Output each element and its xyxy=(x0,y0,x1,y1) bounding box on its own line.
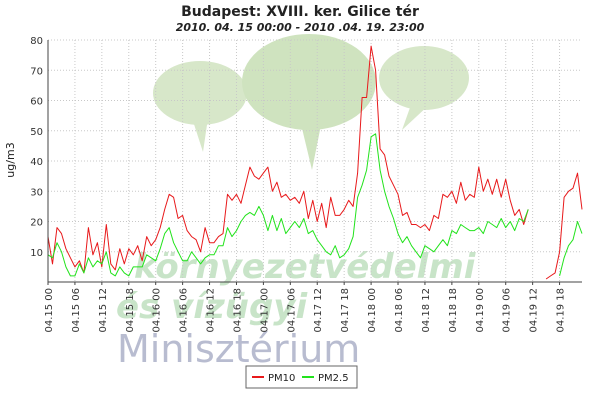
watermark-bubble-right-tail xyxy=(402,102,430,130)
axis-layer xyxy=(47,40,582,285)
x-tick-label: 04.17 12 xyxy=(313,288,324,333)
y-tick-label: 40 xyxy=(30,157,43,168)
y-tick-label: 50 xyxy=(30,127,43,138)
y-tick-label: 20 xyxy=(30,218,43,229)
x-tick-label: 04.15 18 xyxy=(125,288,136,333)
x-tick-label: 04.15 12 xyxy=(98,288,109,333)
x-tick-label: 04.19 00 xyxy=(475,288,486,333)
y-tick-label: 60 xyxy=(30,97,43,108)
watermark-line2: és vízügyi xyxy=(116,287,308,327)
watermark-bubble-right xyxy=(379,46,469,110)
x-tick-label: 04.18 00 xyxy=(367,288,378,333)
x-tick-label: 04.15 06 xyxy=(71,288,82,333)
x-tick-label: 04.16 06 xyxy=(179,288,190,333)
x-tick-label: 04.17 00 xyxy=(259,288,270,333)
x-tick-label: 04.19 12 xyxy=(529,288,540,333)
y-tick-label: 80 xyxy=(30,36,43,47)
chart-title: Budapest: XVIII. ker. Gilice tér xyxy=(181,4,419,20)
watermark-line3: Minisztérium xyxy=(117,327,360,371)
x-tick-label: 04.18 06 xyxy=(394,288,405,333)
watermark-bubble-middle-tail xyxy=(300,120,322,170)
series-line-pm10 xyxy=(47,45,583,280)
x-tick-label: 04.18 18 xyxy=(448,288,459,333)
series-line-pm25 xyxy=(47,133,583,277)
watermark-bubble-middle xyxy=(242,34,376,130)
watermark-bubbles xyxy=(153,34,469,170)
legend-box xyxy=(245,365,358,389)
y-tick-labels: 10 20 30 40 50 60 70 80 xyxy=(30,36,43,259)
x-tick-label: 04.19 06 xyxy=(502,288,513,333)
x-tick-label: 04.17 06 xyxy=(286,288,297,333)
chart-subtitle: 2010. 04. 15 00:00 - 2010 .04. 19. 23:00 xyxy=(176,21,425,34)
legend: PM10 PM2.5 xyxy=(245,365,358,389)
y-tick-label: 70 xyxy=(30,66,43,77)
watermark-bubble-left xyxy=(153,61,247,125)
x-tick-label: 04.19 18 xyxy=(556,288,567,333)
watermark-bubble-left-tail xyxy=(192,118,208,152)
x-tick-label: 04.16 00 xyxy=(152,288,163,333)
grid-layer xyxy=(47,39,582,282)
legend-label-pm10: PM10 xyxy=(268,373,295,384)
legend-label-pm25: PM2.5 xyxy=(318,373,349,384)
y-tick-label: 10 xyxy=(30,248,43,259)
x-tick-label: 04.18 12 xyxy=(421,288,432,333)
y-tick-label: 30 xyxy=(30,187,43,198)
x-tick-labels: 04.15 00 04.15 06 04.15 12 04.15 18 04.16 00… xyxy=(44,288,567,333)
x-tick-label: 04.16 12 xyxy=(206,288,217,333)
x-tick-label: 04.15 00 xyxy=(44,288,55,333)
x-tick-label: 04.17 18 xyxy=(340,288,351,333)
x-tick-label: 04.16 18 xyxy=(232,288,243,333)
y-axis-label: ug/m3 xyxy=(4,142,17,177)
series-layer xyxy=(47,45,583,280)
